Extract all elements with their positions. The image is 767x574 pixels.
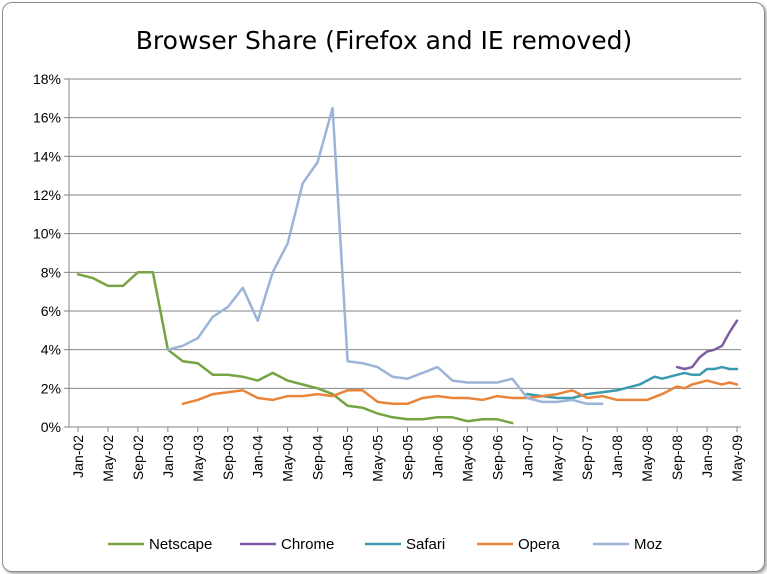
legend-label-chrome: Chrome [281,536,334,553]
legend-label-netscape: Netscape [149,536,212,553]
y-tick-label: 4% [41,342,61,358]
x-tick-label: Sep-06 [489,435,505,480]
x-tick-label: Jan-08 [609,435,625,478]
y-axis-ticks: 0% 2% 4% 6% 8% 10% 12% 14% 16% 18% [33,71,61,435]
series-line-opera [181,379,739,406]
x-tick-label: Jan-05 [340,435,356,478]
x-tick-label: May-06 [459,435,475,482]
x-tick-label: Sep-07 [579,435,595,480]
y-tick-label: 8% [41,264,61,280]
y-tick-label: 16% [33,110,61,126]
grid-lines [64,78,741,432]
legend-label-opera: Opera [518,536,560,553]
y-tick-label: 6% [41,303,61,319]
series-line-netscape [76,271,514,425]
x-tick-label: May-07 [549,435,565,482]
y-tick-label: 0% [41,419,61,435]
x-tick-label: Jan-04 [250,435,266,478]
x-tick-label: May-03 [190,435,206,482]
x-tick-label: Sep-04 [310,435,326,480]
x-tick-label: May-04 [280,435,296,482]
x-tick-label: May-05 [370,435,386,482]
series-line-moz [166,106,604,406]
y-tick-label: 14% [33,148,61,164]
x-axis-ticks: Jan-02 May-02 Sep-02 Jan-03 May-03 Sep-03 Jan-… [70,435,745,482]
chart-title: Browser Share (Firefox and IE removed) [136,26,632,55]
y-tick-label: 12% [33,187,61,203]
x-tick-label: Sep-03 [220,435,236,480]
x-tick-label: Jan-02 [70,435,86,478]
x-tick-label: Sep-05 [400,435,416,480]
x-tick-label: Jan-09 [699,435,715,478]
y-tick-label: 18% [33,71,61,87]
x-tick-label: Sep-02 [130,435,146,480]
x-tick-label: May-08 [639,435,655,482]
series-line-chrome [675,319,739,371]
x-tick-label: Jan-06 [429,435,445,478]
x-tick-label: Sep-08 [669,435,685,480]
x-tick-label: May-09 [729,435,745,482]
legend-label-safari: Safari [406,536,445,553]
series-lines [76,106,739,425]
y-tick-label: 2% [41,380,61,396]
legend-label-moz: Moz [634,536,662,553]
x-tick-label: May-02 [100,435,116,482]
x-tick-label: Jan-03 [160,435,176,478]
x-tick-label: Jan-07 [519,435,535,478]
series-line-safari [526,365,739,400]
y-tick-label: 10% [33,226,61,242]
legend: Netscape Chrome Safari Opera Moz [108,536,662,553]
